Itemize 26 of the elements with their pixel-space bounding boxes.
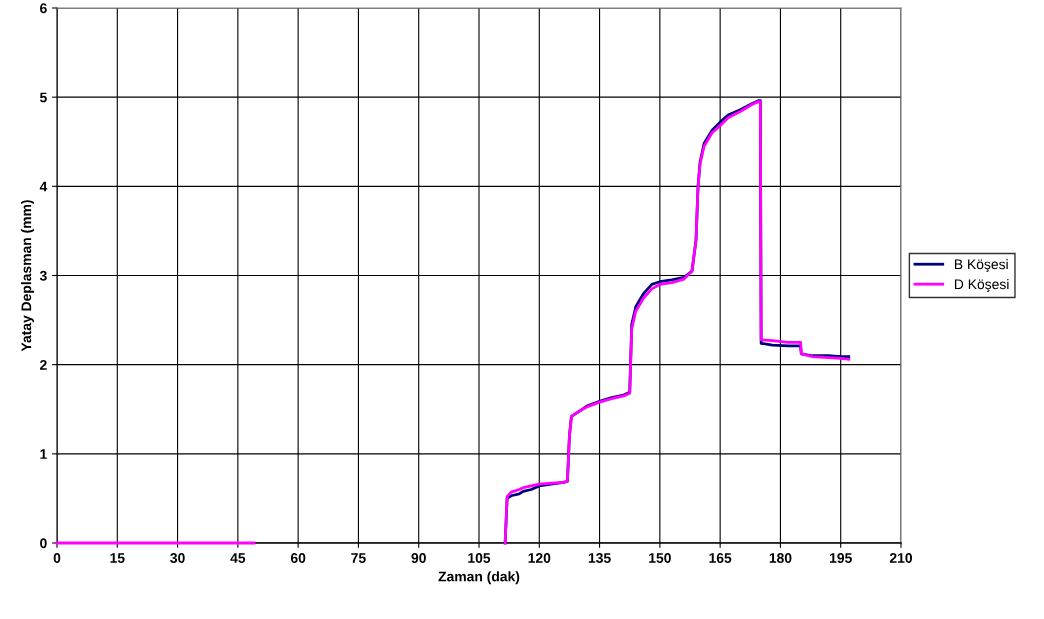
y-tick-label: 4 [39, 181, 48, 192]
y-tick-label: 6 [40, 3, 47, 14]
y-tick-label: 1 [40, 449, 47, 459]
x-tick-label: 120 [528, 553, 551, 563]
y-tick-label: 3 [39, 270, 47, 281]
legend-label: D Köşesi [954, 278, 1009, 292]
x-tick-label: 0 [53, 553, 61, 563]
x-tick-label: 45 [230, 553, 246, 563]
x-tick-label: 135 [588, 553, 611, 563]
x-tick-label: 105 [468, 553, 491, 563]
y-axis-title: Yatay Deplasman (mm) [21, 200, 34, 352]
y-tick-label: 5 [39, 92, 47, 103]
x-tick-label: 195 [830, 553, 852, 563]
x-tick-label: 60 [290, 553, 306, 563]
x-tick-label: 150 [649, 553, 671, 563]
x-tick-label: 15 [110, 553, 125, 563]
x-tick-label: 75 [351, 553, 366, 563]
y-tick-label: 0 [40, 538, 47, 549]
x-tick-label: 165 [709, 553, 732, 563]
x-tick-label: 180 [769, 553, 792, 563]
x-tick-label: 30 [170, 553, 185, 563]
x-axis-title: Zaman (dak) [438, 571, 520, 585]
x-tick-label: 210 [889, 553, 913, 563]
x-tick-label: 90 [411, 553, 426, 563]
y-tick-label: 2 [40, 360, 47, 370]
legend-label: B Köşesi [954, 259, 1008, 273]
